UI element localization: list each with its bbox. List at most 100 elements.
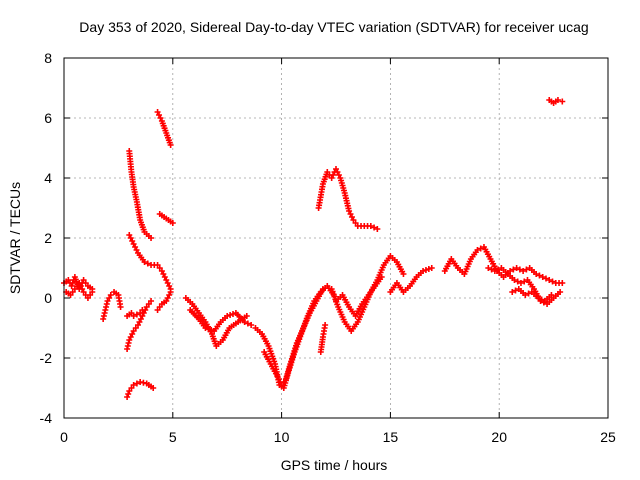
series-arc-c: [100, 289, 124, 322]
y-tick-label: -2: [40, 350, 53, 366]
data-point: [227, 312, 234, 318]
x-tick-label: 20: [491, 429, 507, 445]
data-point: [367, 223, 374, 229]
data-point: [425, 266, 432, 272]
data-point: [319, 286, 326, 292]
y-tick-label: 8: [44, 50, 52, 66]
data-point: [150, 385, 157, 391]
data-point: [548, 292, 555, 298]
data-point: [208, 327, 215, 333]
data-point: [322, 322, 329, 328]
series-arc-b: [63, 280, 96, 301]
y-axis-label: SDTVAR / TECUs: [7, 182, 23, 294]
data-point: [520, 268, 527, 274]
series-arc-l: [182, 295, 250, 349]
data-point: [513, 265, 520, 271]
data-point: [243, 313, 250, 319]
data-point: [488, 266, 495, 273]
x-axis-label: GPS time / hours: [281, 457, 388, 473]
data-point: [536, 272, 543, 279]
y-tick-label: 2: [44, 230, 52, 246]
axis-ticks: 0 5 10 15 20 25 -4 -2 0 2 4 6 8: [40, 50, 616, 445]
data-point: [422, 267, 429, 273]
data-point: [374, 226, 381, 232]
data-point: [549, 278, 556, 285]
data-point: [542, 275, 549, 282]
data-point: [512, 287, 519, 294]
x-tick-label: 5: [169, 429, 177, 445]
data-point: [525, 290, 532, 297]
data-point: [133, 311, 140, 318]
data-point: [133, 380, 140, 387]
series-arc-i: [156, 211, 176, 226]
data-point: [539, 274, 546, 280]
data-point: [510, 266, 517, 273]
data-point: [514, 278, 521, 285]
data-point: [167, 289, 174, 295]
data-point: [141, 259, 148, 265]
data-point: [144, 260, 151, 267]
data-point: [477, 245, 484, 252]
data-point: [522, 292, 529, 298]
series-arc-d: [124, 307, 146, 319]
data-marks: [61, 97, 566, 400]
data-point: [474, 247, 481, 253]
data-point: [224, 313, 231, 319]
x-tick-label: 10: [274, 429, 290, 445]
series-arc-e: [124, 298, 155, 352]
y-tick-label: 0: [44, 290, 52, 306]
data-point: [546, 277, 553, 283]
chart-title: Day 353 of 2020, Sidereal Day-to-day VTE…: [79, 19, 588, 35]
series-arc-h: [154, 109, 174, 148]
series-arc-x: [546, 97, 566, 106]
data-point: [69, 280, 76, 286]
data-point: [516, 266, 523, 273]
data-point: [107, 292, 114, 298]
data-point: [533, 271, 540, 277]
series-arc-t: [387, 265, 435, 295]
series-arc-o: [261, 286, 326, 388]
data-point: [400, 271, 407, 277]
data-point: [378, 274, 385, 280]
data-point: [491, 268, 498, 274]
data-point: [509, 289, 516, 295]
data-point: [148, 298, 155, 304]
data-point: [202, 325, 209, 331]
data-point: [241, 319, 248, 325]
data-point: [420, 268, 427, 274]
x-tick-label: 0: [60, 429, 68, 445]
series-arc-u: [441, 244, 566, 286]
series-arc-m: [187, 307, 255, 334]
data-point: [124, 394, 131, 400]
series-arc-j: [154, 289, 174, 313]
data-point: [248, 322, 255, 328]
data-point: [554, 97, 561, 103]
x-tick-label: 15: [383, 429, 399, 445]
data-point: [371, 224, 378, 231]
data-point: [169, 220, 176, 226]
series-arc-k: [124, 379, 157, 400]
x-tick-label: 25: [600, 429, 616, 445]
data-point: [535, 295, 542, 301]
data-point: [89, 289, 96, 295]
data-point: [495, 266, 502, 273]
data-point: [557, 289, 564, 295]
series-arc-s: [333, 274, 385, 319]
data-point: [117, 304, 124, 310]
data-point: [559, 98, 566, 105]
y-tick-label: 4: [44, 170, 52, 186]
data-point: [538, 296, 545, 303]
grid-lines: [64, 58, 608, 418]
data-point: [517, 280, 524, 286]
y-tick-label: -4: [40, 410, 53, 426]
series-arc-p: [317, 322, 329, 355]
data-point: [148, 235, 155, 241]
data-point: [244, 320, 251, 327]
data-point: [68, 283, 75, 289]
data-point: [167, 142, 174, 148]
data-point: [130, 313, 137, 319]
data-point: [125, 391, 132, 397]
series-arc-g: [126, 148, 155, 241]
series-arc-w: [509, 286, 555, 304]
